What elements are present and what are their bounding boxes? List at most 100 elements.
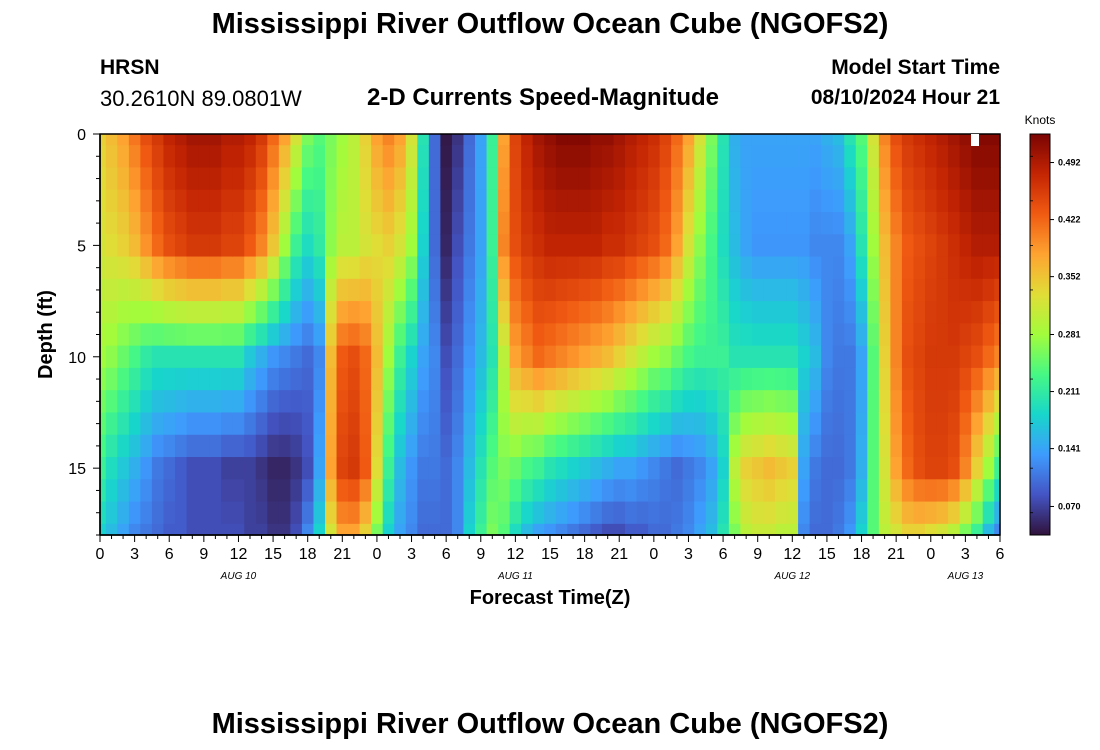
heatmap-cell [290,367,303,391]
heatmap-cell [555,211,568,235]
heatmap-cell [671,479,684,503]
heatmap-cell [751,134,765,146]
heatmap-cell [740,523,753,536]
heatmap-cell [832,412,845,436]
heatmap-cell [590,189,603,213]
heatmap-cell [405,256,418,280]
heatmap-cell [821,434,834,458]
heatmap-cell [382,278,395,302]
heatmap-cell [844,501,857,525]
y-axis-label: Depth (ft) [35,290,57,379]
heatmap-cell [486,211,499,235]
heatmap-cell [948,523,961,536]
heatmap-cell [267,256,280,280]
heatmap-cell [278,189,291,213]
heatmap-cell [486,256,499,280]
heatmap-cell [417,167,430,191]
heatmap-cell [359,345,372,369]
heatmap-cell [117,367,130,391]
heatmap-cell [348,390,361,414]
heatmap-cell [359,145,372,169]
heatmap-cell [498,167,511,191]
heatmap-cell [394,457,407,480]
heatmap-cell [151,412,165,436]
heatmap-cell [786,479,799,503]
heatmap-cell [717,479,730,503]
heatmap-cell [209,523,222,536]
colorbar-tick-label: 0.070 [1058,501,1081,511]
heatmap-cell [371,501,384,525]
heatmap-cell [100,134,107,146]
heatmap-cell [659,211,672,235]
heatmap-cell [948,412,961,436]
heatmap-cell [290,256,303,280]
heatmap-cell [971,434,984,458]
heatmap-cell [163,367,176,391]
heatmap-cell [775,479,788,503]
heatmap-cell [694,434,707,458]
heatmap-cell [671,211,684,235]
heatmap-cell [100,189,107,213]
heatmap-cell [798,323,811,347]
heatmap-cell [636,345,649,369]
heatmap-cell [301,501,315,525]
heatmap-cell [175,256,188,280]
heatmap-cell [463,390,476,414]
heatmap-cell [717,278,730,302]
heatmap-cell [221,278,234,302]
heatmap-cell [348,256,361,280]
heatmap-cell [959,301,972,324]
heatmap-cell [671,457,684,480]
heatmap-cell [613,390,626,414]
heatmap-cell [498,211,511,235]
heatmap-cell [798,134,811,146]
heatmap-cell [982,256,995,280]
heatmap-cell [371,301,384,324]
heatmap-cell [959,501,972,525]
heatmap-cell [567,367,580,391]
heatmap-cell [982,145,995,169]
heatmap-cell [509,301,522,324]
heatmap-cell [925,278,938,302]
heatmap-cell [255,323,268,347]
heatmap-cell [382,234,395,258]
heatmap-cell [532,301,545,324]
heatmap-cell [290,167,303,191]
heatmap-cell [901,434,915,458]
heatmap-cell [544,412,557,436]
heatmap-cell [475,523,488,536]
heatmap-cell [175,145,188,169]
heatmap-cell [151,234,165,258]
heatmap-cell [936,189,949,213]
heatmap-cell [982,134,995,146]
heatmap-cell [232,134,245,146]
heatmap-cell [763,278,776,302]
heatmap-cell [209,145,222,169]
heatmap-cell [555,434,568,458]
heatmap-cell [521,434,534,458]
heatmap-cell [209,434,222,458]
heatmap-cell [682,323,695,347]
heatmap-cell [648,234,661,258]
heatmap-cell [151,278,165,302]
heatmap-cell [844,367,857,391]
heatmap-cell [255,211,268,235]
heatmap-cell [117,390,130,414]
heatmap-cell [209,189,222,213]
heatmap-cell [232,501,245,525]
x-tick-label: 15 [264,546,282,563]
heatmap-cell [509,211,522,235]
heatmap-cell [601,367,615,391]
heatmap-cell [313,323,326,347]
heatmap-cell [221,367,234,391]
heatmap-cell [278,145,291,169]
heatmap-cell [601,412,615,436]
heatmap-cell [544,367,557,391]
heatmap-cell [521,301,534,324]
heatmap-cell [440,145,453,169]
heatmap-cell [878,323,891,347]
heatmap-cell [475,390,488,414]
heatmap-cell [578,323,591,347]
heatmap-cell [717,167,730,191]
heatmap-cell [221,189,234,213]
